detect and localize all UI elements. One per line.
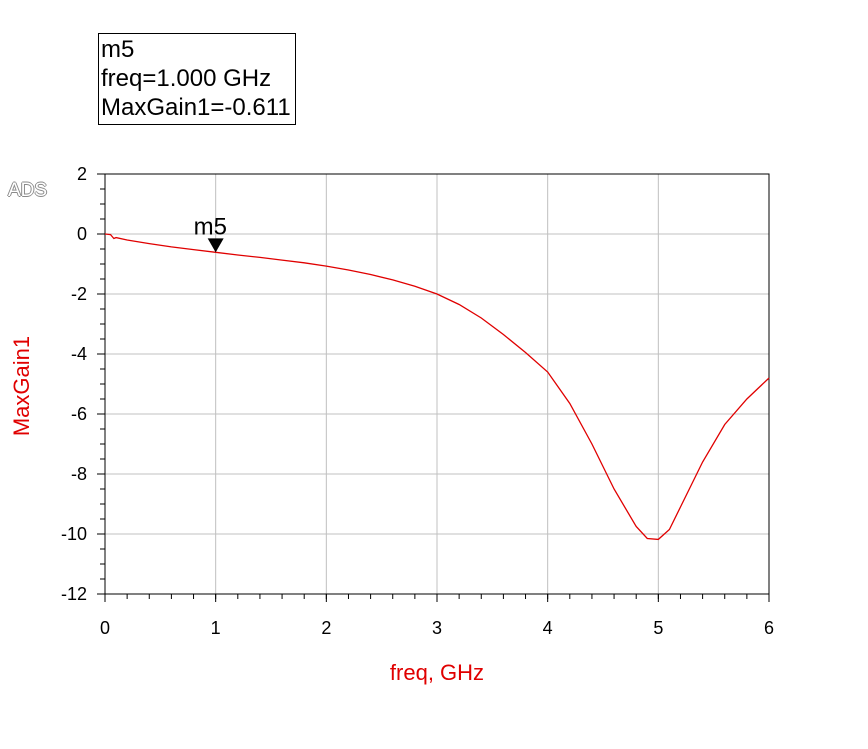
marker-label: m5 xyxy=(194,213,227,240)
x-tick-label: 5 xyxy=(653,618,663,638)
plot-frame xyxy=(104,173,770,595)
x-tick-label: 0 xyxy=(100,618,110,638)
marker-freq: freq=1.000 GHz xyxy=(101,65,272,92)
y-tick-label: -10 xyxy=(61,524,87,544)
y-tick-label: 2 xyxy=(77,164,87,184)
y-tick-label: -8 xyxy=(71,464,87,484)
y-tick-label: -12 xyxy=(61,584,87,604)
y-tick-label: -2 xyxy=(71,284,87,304)
y-tick-label: -6 xyxy=(71,404,87,424)
y-tick-label: -4 xyxy=(71,344,87,364)
x-tick-label: 6 xyxy=(764,618,774,638)
x-tick-label: 1 xyxy=(211,618,221,638)
marker-readout-box: m5 freq=1.000 GHz MaxGain1=-0.611 xyxy=(98,33,296,125)
x-axis-label: freq, GHz xyxy=(390,660,484,685)
x-tick-label: 4 xyxy=(543,618,553,638)
tick-labels: 0 1 2 3 4 5 6 2 0 -2 -4 -6 -8 -10 -12 xyxy=(61,164,774,638)
marker-value: MaxGain1=-0.611 xyxy=(101,94,291,121)
minor-ticks xyxy=(100,173,770,599)
x-tick-label: 3 xyxy=(432,618,442,638)
y-axis-label: MaxGain1 xyxy=(9,336,34,436)
marker-triangle xyxy=(207,238,224,253)
marker-name: m5 xyxy=(101,36,135,63)
ads-logo: ADS xyxy=(8,180,48,201)
maxgain-trace xyxy=(104,233,770,541)
x-tick-label: 2 xyxy=(321,618,331,638)
y-tick-label: 0 xyxy=(77,224,87,244)
